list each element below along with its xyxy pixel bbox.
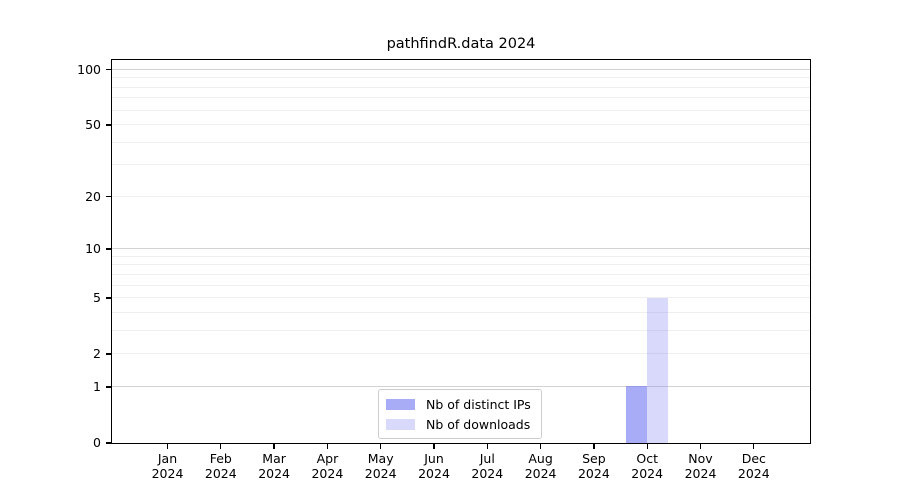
x-tick-label: Mar 2024 bbox=[242, 451, 306, 481]
y-tick-mark bbox=[105, 297, 111, 299]
x-tick-mark bbox=[166, 444, 169, 449]
x-tick-mark bbox=[220, 444, 222, 449]
minor-gridline bbox=[111, 329, 810, 331]
x-tick-year: 2024 bbox=[631, 466, 664, 481]
gridlines-layer bbox=[111, 60, 810, 443]
x-tick-year: 2024 bbox=[684, 466, 717, 481]
x-tick-label: May 2024 bbox=[349, 451, 413, 481]
minor-gridline bbox=[111, 353, 810, 355]
x-tick-year: 2024 bbox=[151, 466, 184, 481]
x-tick-year: 2024 bbox=[737, 466, 770, 481]
y-tick-mark bbox=[105, 124, 111, 126]
x-tick-year: 2024 bbox=[524, 466, 557, 481]
x-tick-year: 2024 bbox=[311, 466, 344, 481]
minor-gridline bbox=[111, 284, 810, 286]
x-tick-month: Jan bbox=[157, 451, 178, 466]
x-tick-mark bbox=[433, 444, 435, 449]
x-tick-month: May bbox=[367, 451, 394, 466]
minor-gridline bbox=[111, 264, 810, 266]
x-tick-year: 2024 bbox=[471, 466, 504, 481]
x-tick-mark bbox=[699, 444, 702, 449]
bars-layer bbox=[112, 60, 810, 443]
x-tick-label: Jun 2024 bbox=[402, 451, 466, 481]
y-tick-label: 100 bbox=[77, 61, 101, 77]
y-tick-label: 0 bbox=[93, 435, 101, 450]
legend: Nb of distinct IPs Nb of downloads bbox=[378, 389, 542, 439]
chart-title: pathfindR.data 2024 bbox=[386, 36, 536, 52]
minor-gridline bbox=[111, 164, 810, 166]
y-tick-label: 2 bbox=[93, 346, 101, 362]
minor-gridline bbox=[111, 273, 810, 275]
legend-label-distinct-ips: Nb of distinct IPs bbox=[426, 396, 531, 412]
y-tick-label: 20 bbox=[85, 188, 101, 204]
minor-gridline bbox=[111, 97, 810, 99]
x-tick-year: 2024 bbox=[577, 466, 610, 481]
x-tick-year: 2024 bbox=[204, 466, 237, 481]
x-tick-label: Jul 2024 bbox=[455, 451, 519, 481]
x-tick-year: 2024 bbox=[364, 466, 397, 481]
x-tick-label: Jan 2024 bbox=[136, 451, 200, 481]
minor-gridline bbox=[111, 195, 810, 197]
x-tick-year: 2024 bbox=[258, 466, 290, 481]
x-tick-month: Dec bbox=[741, 451, 766, 466]
x-tick-mark bbox=[486, 444, 488, 449]
minor-gridline bbox=[111, 86, 810, 88]
major-gridline bbox=[111, 68, 810, 70]
major-gridline bbox=[111, 248, 810, 250]
y-tick-mark bbox=[105, 386, 111, 388]
x-tick-mark bbox=[753, 444, 755, 449]
x-tick-mark bbox=[273, 444, 275, 449]
y-tick-mark bbox=[105, 196, 111, 198]
minor-gridline bbox=[111, 141, 810, 143]
x-tick-month: Feb bbox=[209, 451, 232, 466]
x-tick-month: Nov bbox=[688, 451, 713, 466]
x-tick-mark bbox=[593, 444, 595, 449]
x-tick-label: Nov 2024 bbox=[669, 451, 733, 481]
y-tick-label: 50 bbox=[85, 117, 101, 133]
x-tick-month: Jul bbox=[479, 451, 495, 466]
x-tick-label: Feb 2024 bbox=[189, 451, 253, 481]
minor-gridline bbox=[111, 297, 810, 299]
major-gridline bbox=[111, 385, 810, 387]
minor-gridline bbox=[111, 109, 810, 111]
x-tick-label: Dec 2024 bbox=[722, 451, 786, 481]
bar-distinct-ips bbox=[625, 386, 647, 443]
bar-downloads bbox=[646, 297, 668, 443]
minor-gridline bbox=[111, 311, 810, 313]
x-tick-mark bbox=[646, 444, 648, 449]
legend-item-downloads: Nb of downloads bbox=[386, 416, 531, 432]
legend-label-downloads: Nb of downloads bbox=[426, 416, 531, 432]
x-tick-month: Jun bbox=[424, 451, 444, 466]
y-tick-mark bbox=[105, 69, 111, 71]
x-tick-mark bbox=[380, 444, 382, 449]
x-tick-label: Aug 2024 bbox=[509, 451, 573, 481]
legend-item-distinct-ips: Nb of distinct IPs bbox=[386, 396, 531, 412]
x-tick-year: 2024 bbox=[418, 466, 450, 481]
y-tick-mark bbox=[105, 442, 111, 444]
y-tick-label: 1 bbox=[93, 378, 101, 394]
minor-gridline bbox=[111, 124, 810, 126]
x-tick-mark bbox=[326, 444, 329, 449]
x-tick-month: Mar bbox=[262, 451, 286, 466]
legend-swatch-downloads bbox=[386, 418, 415, 430]
x-tick-mark bbox=[539, 444, 542, 449]
x-tick-month: Aug bbox=[528, 451, 553, 466]
y-tick-label: 10 bbox=[85, 241, 101, 257]
x-tick-month: Oct bbox=[636, 451, 658, 466]
plot-area bbox=[110, 58, 811, 444]
x-tick-month: Sep bbox=[582, 451, 606, 466]
x-tick-label: Apr 2024 bbox=[295, 451, 359, 481]
x-tick-label: Sep 2024 bbox=[562, 451, 626, 481]
x-tick-month: Apr bbox=[316, 451, 339, 466]
legend-swatch-distinct-ips bbox=[386, 398, 415, 410]
y-tick-label: 5 bbox=[93, 290, 101, 306]
y-tick-mark bbox=[105, 248, 111, 250]
minor-gridline bbox=[111, 255, 810, 257]
x-tick-label: Oct 2024 bbox=[615, 451, 679, 481]
minor-gridline bbox=[111, 77, 810, 79]
y-tick-mark bbox=[105, 353, 111, 355]
